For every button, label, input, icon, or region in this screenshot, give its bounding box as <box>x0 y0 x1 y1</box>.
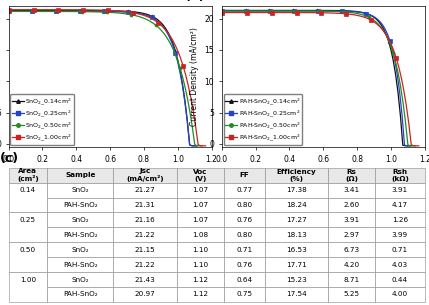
Text: (c): (c) <box>0 152 19 165</box>
Text: (b): (b) <box>185 0 206 3</box>
Legend: PAH-SnO$_2$_0.14cm$^2$, PAH-SnO$_2$_0.25cm$^2$, PAH-SnO$_2$_0.50cm$^2$, PAH-SnO$: PAH-SnO$_2$_0.14cm$^2$, PAH-SnO$_2$_0.25… <box>224 94 302 145</box>
Y-axis label: Current Density (mA/cm²): Current Density (mA/cm²) <box>190 27 199 126</box>
X-axis label: Voltage (V): Voltage (V) <box>87 169 133 178</box>
Legend: SnO$_2$_0.14cm$^2$, SnO$_2$_0.25cm$^2$, SnO$_2$_0.50cm$^2$, SnO$_2$_1.00cm$^2$: SnO$_2$_0.14cm$^2$, SnO$_2$_0.25cm$^2$, … <box>10 94 74 145</box>
X-axis label: Voltage (V): Voltage (V) <box>300 169 347 178</box>
